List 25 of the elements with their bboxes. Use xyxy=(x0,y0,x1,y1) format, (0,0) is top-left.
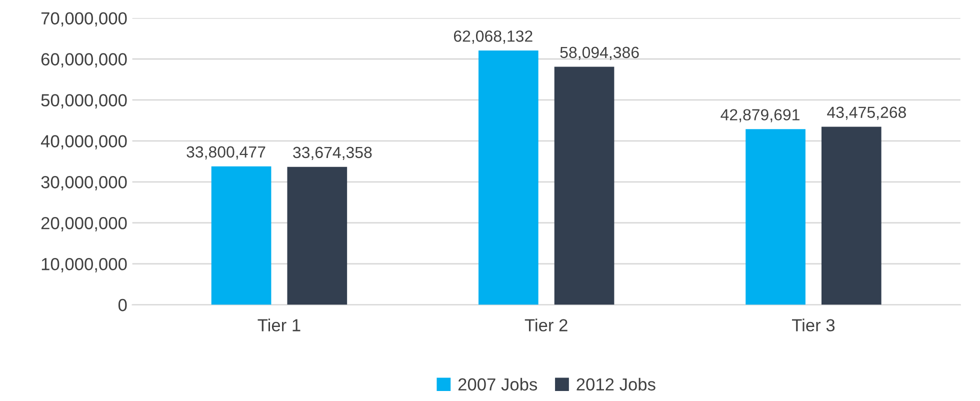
bar xyxy=(478,50,538,305)
data-label: 42,879,691 xyxy=(720,109,800,122)
bar xyxy=(821,126,882,305)
bar xyxy=(287,166,348,305)
x-tick-label: Tier 1 xyxy=(258,318,300,332)
y-tick-label: 10,000,000 xyxy=(42,258,127,272)
y-tick-label: 70,000,000 xyxy=(41,12,127,27)
bar xyxy=(211,166,272,305)
data-label: 43,475,268 xyxy=(827,106,906,120)
data-label: 62,068,132 xyxy=(454,30,532,44)
legend-label: 2007 Jobs xyxy=(458,378,538,391)
x-tick-label: Tier 2 xyxy=(524,318,568,332)
y-tick-label: 60,000,000 xyxy=(41,53,127,68)
x-tick-label: Tier 3 xyxy=(792,318,835,332)
y-tick-label: 50,000,000 xyxy=(41,94,127,108)
y-tick-label: 40,000,000 xyxy=(40,135,127,150)
data-label: 58,094,386 xyxy=(560,46,639,60)
y-tick-label: 30,000,000 xyxy=(41,176,127,190)
data-label: 33,674,358 xyxy=(293,146,372,160)
y-tick-label: 20,000,000 xyxy=(41,217,127,232)
bar xyxy=(554,66,614,305)
y-tick-label: 0 xyxy=(118,298,127,312)
data-label: 33,800,477 xyxy=(186,146,266,160)
bar xyxy=(746,129,806,305)
legend-label: 2012 Jobs xyxy=(576,378,656,391)
